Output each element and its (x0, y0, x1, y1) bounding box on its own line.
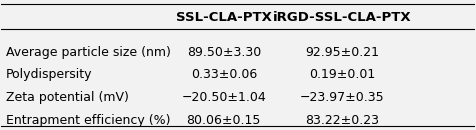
Text: Polydispersity: Polydispersity (6, 68, 93, 81)
Text: Average particle size (nm): Average particle size (nm) (6, 46, 171, 59)
Text: −20.50±1.04: −20.50±1.04 (181, 91, 266, 104)
Text: −23.97±0.35: −23.97±0.35 (300, 91, 385, 104)
Text: 0.33±0.06: 0.33±0.06 (191, 68, 257, 81)
Text: 0.19±0.01: 0.19±0.01 (309, 68, 375, 81)
Text: 92.95±0.21: 92.95±0.21 (305, 46, 379, 59)
Text: Entrapment efficiency (%): Entrapment efficiency (%) (6, 114, 170, 127)
Text: SSL-CLA-PTX: SSL-CLA-PTX (176, 11, 272, 24)
Text: 83.22±0.23: 83.22±0.23 (305, 114, 379, 127)
Text: Zeta potential (mV): Zeta potential (mV) (6, 91, 129, 104)
Text: 80.06±0.15: 80.06±0.15 (187, 114, 261, 127)
Text: 89.50±3.30: 89.50±3.30 (187, 46, 261, 59)
Text: iRGD-SSL-CLA-PTX: iRGD-SSL-CLA-PTX (273, 11, 411, 24)
